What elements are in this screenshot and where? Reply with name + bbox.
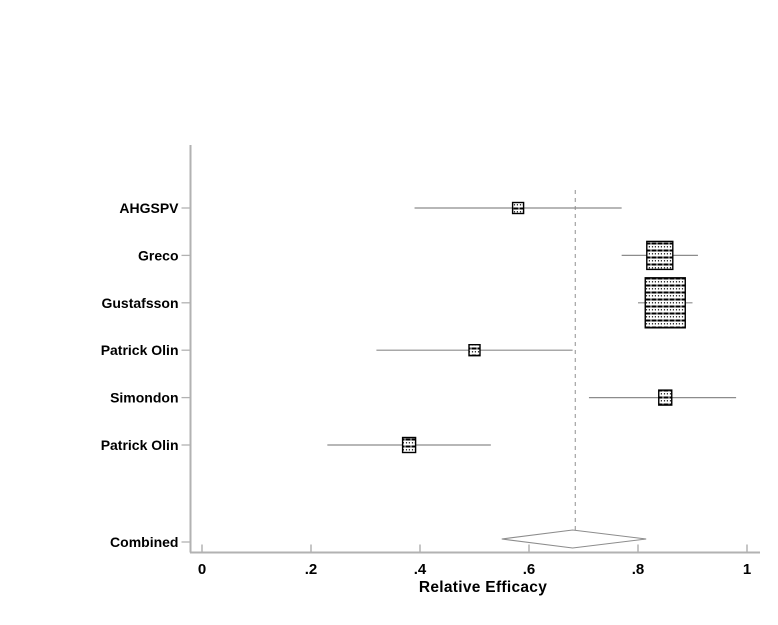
study-estimate-marker [468,344,481,357]
study-label: Gustafsson [101,295,178,311]
x-axis-title: Relative Efficacy [419,579,547,596]
combined-label: Combined [110,534,178,550]
study-estimate-marker [646,240,674,271]
x-tick-label-4: .4 [414,561,427,578]
study-label: Simondon [110,390,178,406]
x-tick-label-6: .6 [523,561,536,578]
study-label: Patrick Olin [101,437,179,453]
study-estimate-marker [644,277,686,329]
study-label: AHGSPV [119,200,179,216]
x-tick-label-0: 0 [198,561,206,578]
study-estimate-marker [511,201,525,215]
study-estimate-marker [658,389,673,406]
study-label: Patrick Olin [101,342,179,358]
combined-diamond [501,529,647,549]
x-tick-label-2: .2 [305,561,318,578]
study-estimate-marker [401,436,417,454]
x-tick-label-1: 1 [743,561,751,578]
study-label: Greco [138,247,178,263]
x-tick-label-8: .8 [632,561,645,578]
